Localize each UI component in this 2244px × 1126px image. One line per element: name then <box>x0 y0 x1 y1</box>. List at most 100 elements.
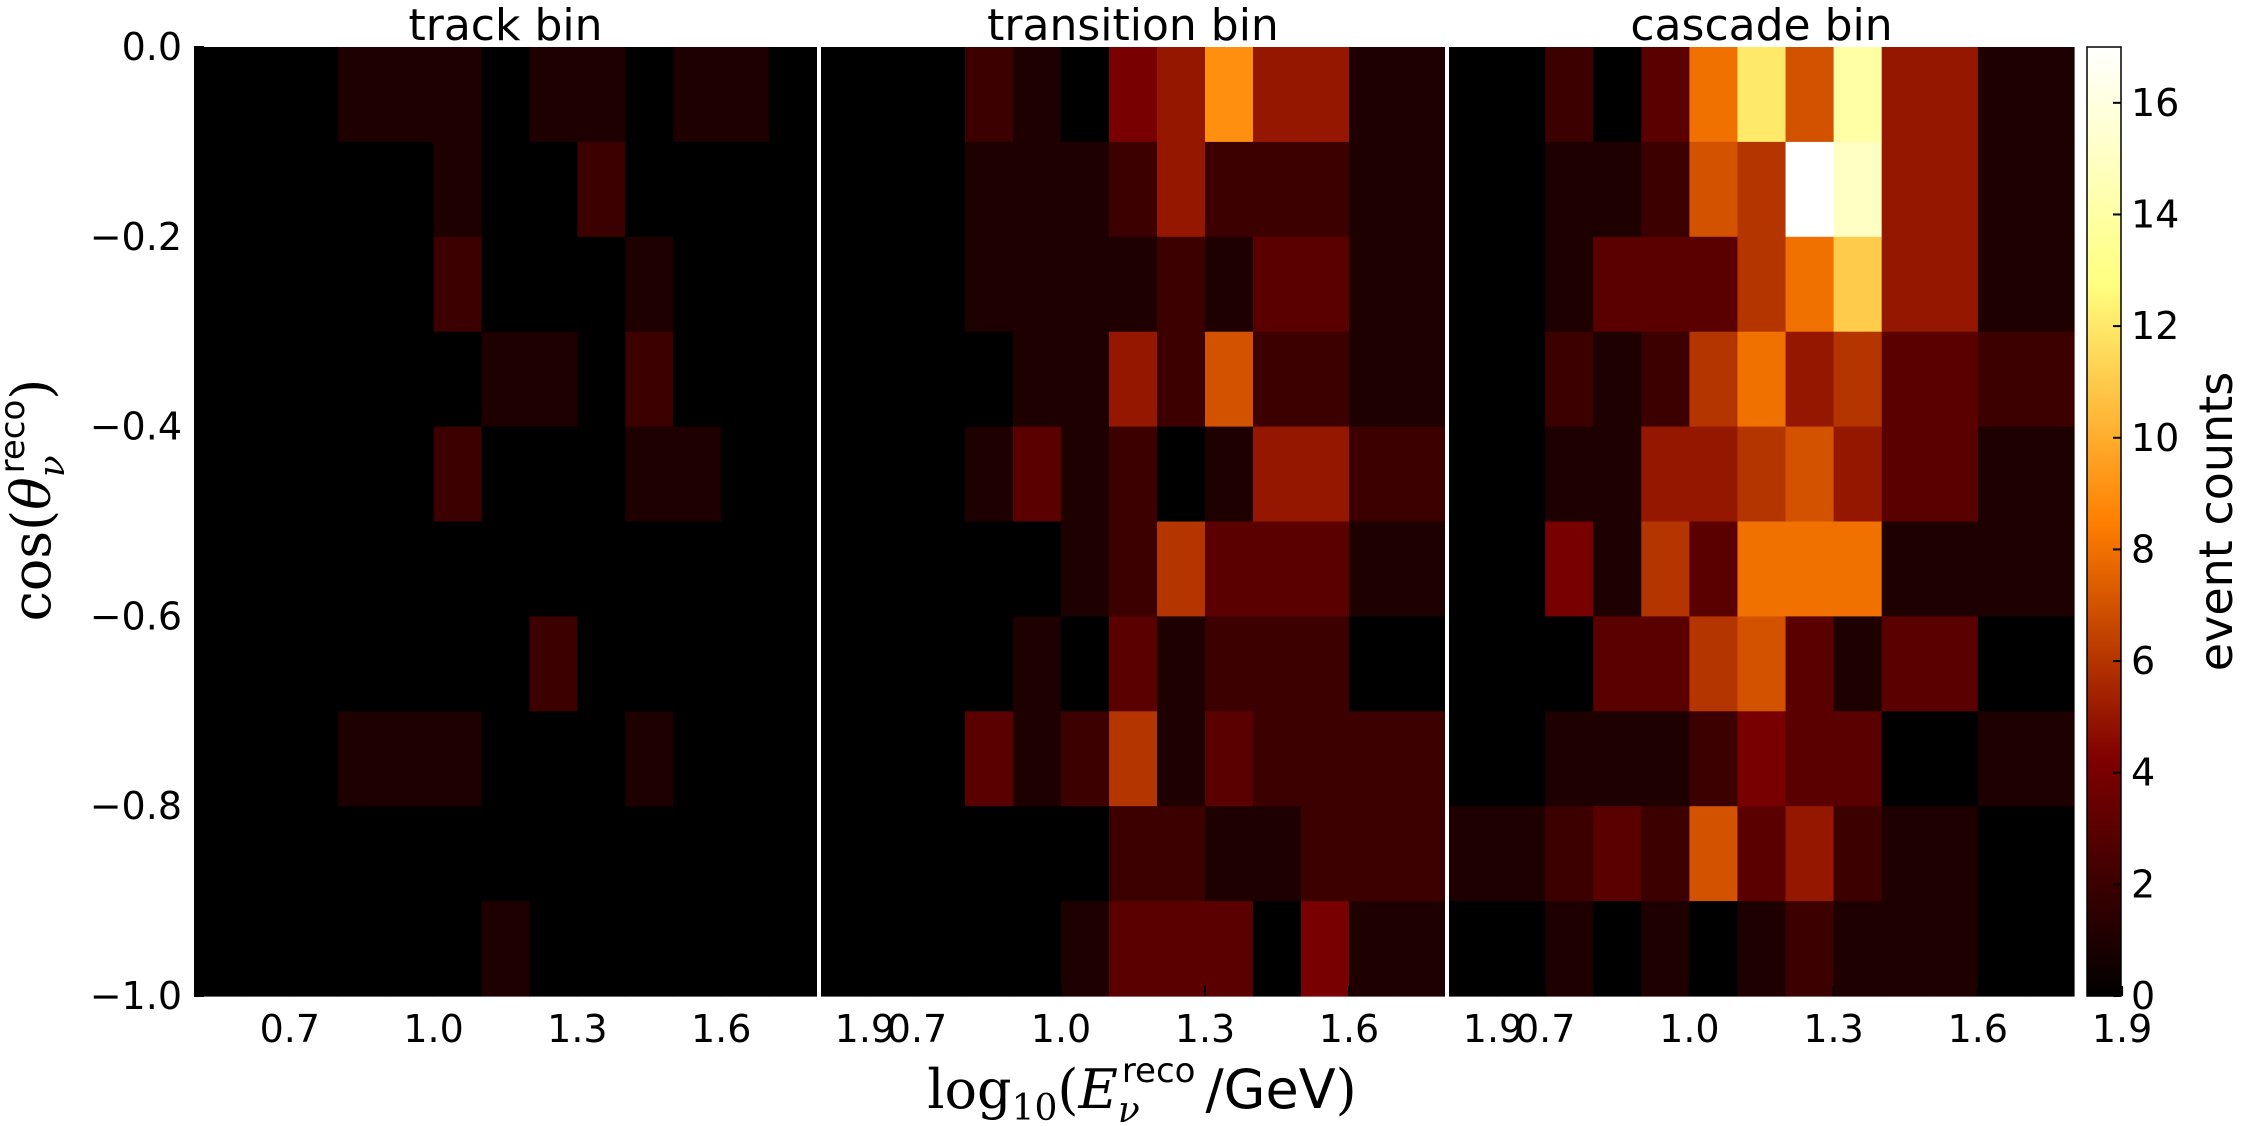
heatmap-cell <box>337 236 387 333</box>
heatmap-cell <box>385 521 435 617</box>
heatmap-cell <box>673 236 722 333</box>
heatmap-cell <box>721 616 770 712</box>
heatmap-cell <box>194 236 243 333</box>
heatmap-cell <box>1349 141 1398 238</box>
heatmap-cell <box>1833 901 1883 997</box>
heatmap-cell <box>1397 616 1446 712</box>
heatmap-cell <box>1013 47 1062 143</box>
heatmap-cell <box>965 616 1014 712</box>
heatmap-cell <box>1593 331 1642 428</box>
heatmap-cell <box>673 426 722 523</box>
heatmap-cell <box>917 711 966 807</box>
heatmap-cell <box>385 711 435 807</box>
heatmap-cell <box>1397 901 1446 997</box>
heatmap-cell <box>965 711 1014 807</box>
colorbar-label: event counts <box>2189 372 2243 671</box>
heatmap-cell <box>1785 616 1835 712</box>
heatmap-cell <box>1397 331 1446 428</box>
heatmap-cell <box>1301 47 1350 143</box>
heatmap-cell <box>481 141 531 238</box>
x-tick-label: 1.0 <box>1031 1007 1091 1051</box>
heatmap-cell <box>1397 806 1446 902</box>
heatmap-cell <box>769 141 818 238</box>
heatmap-cell <box>917 141 966 238</box>
heatmap-cell <box>289 331 339 428</box>
heatmap-cell <box>625 901 674 997</box>
heatmap-cell <box>1157 806 1206 902</box>
heatmap-cell <box>1013 141 1062 238</box>
heatmap-cell <box>433 901 483 997</box>
heatmap-cell <box>289 521 339 617</box>
heatmap-cell <box>194 141 243 238</box>
heatmap-cell <box>965 806 1014 902</box>
heatmap-cell <box>917 901 966 997</box>
heatmap-cell <box>1593 711 1642 807</box>
heatmap-cell <box>917 521 966 617</box>
heatmap-cell <box>673 711 722 807</box>
heatmap-cell <box>529 521 578 617</box>
heatmap-cell <box>194 426 243 523</box>
panel-1: track bin 0.7 1.0 1.3 1.6 1.9 <box>194 0 895 1051</box>
heatmap-cell <box>1301 236 1350 333</box>
heatmap-cell <box>721 47 770 143</box>
heatmap-cell <box>965 47 1014 143</box>
heatmap-cell <box>337 521 387 617</box>
heatmap-cell <box>289 711 339 807</box>
heatmap-cell <box>337 141 387 238</box>
heatmap-cell <box>1833 616 1883 712</box>
heatmap-cell <box>1205 521 1254 617</box>
heatmap-cell <box>721 426 770 523</box>
heatmap-cell <box>241 901 291 997</box>
heatmap-cell <box>1497 901 1546 997</box>
heatmap-cell <box>1737 616 1787 712</box>
heatmap-cell <box>289 236 339 333</box>
y-axis-label-var-sub: ν <box>32 455 73 477</box>
heatmap-cell <box>1833 47 1883 143</box>
heatmap-cell <box>1929 616 1979 712</box>
heatmap-cell <box>917 426 966 523</box>
heatmap-cell <box>1593 521 1642 617</box>
heatmap-cell <box>577 141 626 238</box>
heatmap-cell <box>1349 806 1398 902</box>
heatmap-cell <box>1977 711 2027 807</box>
heatmap-cell <box>1157 331 1206 428</box>
heatmap-cell <box>1545 331 1594 428</box>
heatmap-cell <box>1301 901 1350 997</box>
heatmap-cell <box>1977 426 2027 523</box>
heatmap-cell <box>385 616 435 712</box>
heatmap-cell <box>1109 47 1158 143</box>
x-axis-label-sub: 10 <box>1012 1088 1058 1126</box>
heatmap-cell <box>1977 616 2027 712</box>
heatmap-cell <box>1545 141 1594 238</box>
heatmap-cell <box>1689 141 1739 238</box>
heatmap-cell <box>1253 711 1302 807</box>
y-axis-label-func: cos <box>0 531 63 621</box>
heatmap-cell <box>869 521 918 617</box>
heatmap-cell <box>1545 47 1594 143</box>
heatmap-cell <box>965 426 1014 523</box>
heatmap-cell <box>869 616 918 712</box>
heatmap-cell <box>433 47 483 143</box>
heatmap-cell <box>1641 806 1690 902</box>
heatmap-cell <box>385 141 435 238</box>
heatmap-cell <box>529 236 578 333</box>
heatmap-cell <box>1929 47 1979 143</box>
heatmap-cell <box>194 331 243 428</box>
panel-2: transition bin 0.7 1.0 1.3 1.6 1.9 <box>821 0 1523 1051</box>
x-tick-label: 1.9 <box>2092 1007 2152 1051</box>
heatmap-cell <box>241 806 291 902</box>
heatmap-cell <box>529 901 578 997</box>
heatmap-cell <box>869 47 918 143</box>
heatmap-cell <box>529 331 578 428</box>
heatmap-cell <box>625 616 674 712</box>
x-axis-label-var-sub: ν <box>1118 1090 1140 1126</box>
heatmap-cell <box>869 331 918 428</box>
y-axis-label-sup: reco <box>0 400 33 474</box>
heatmap-cell <box>1545 426 1594 523</box>
heatmap-cell <box>1641 711 1690 807</box>
panel-title: cascade bin <box>1630 0 1892 51</box>
heatmap-cell <box>821 806 870 902</box>
heatmap-cell <box>433 521 483 617</box>
heatmap-cell <box>1833 331 1883 428</box>
x-tick-label: 1.9 <box>1463 1007 1523 1051</box>
